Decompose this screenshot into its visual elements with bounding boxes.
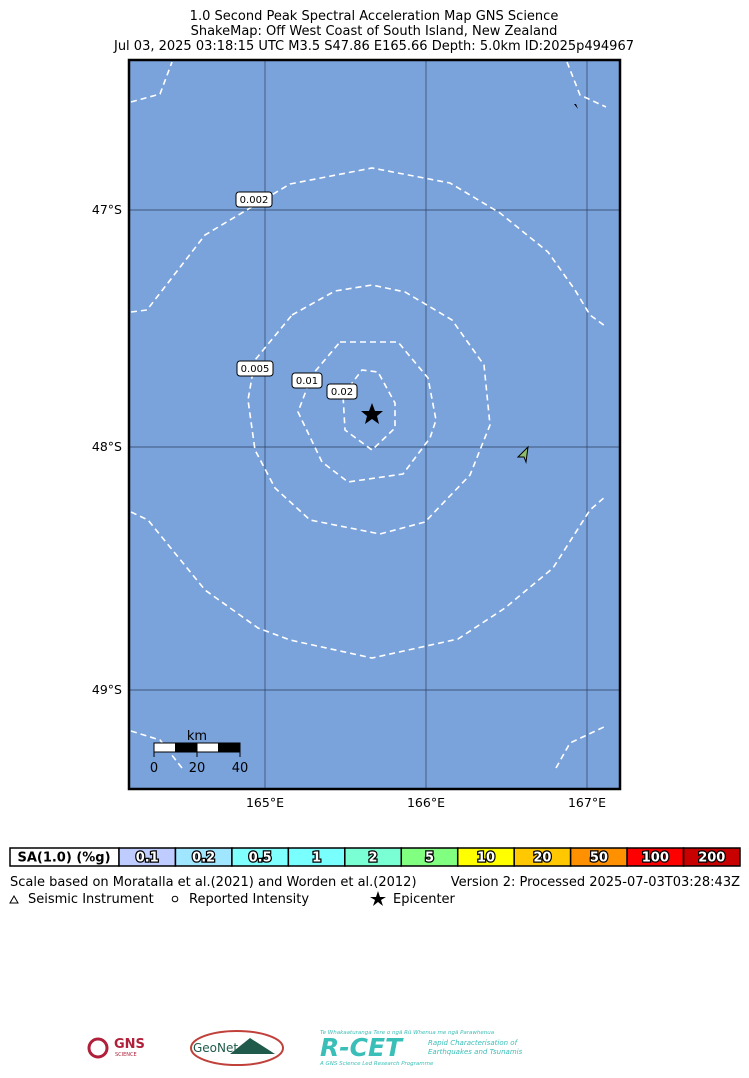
logos: GNS SCIENCE GeoNet Te Whakaaturanga Tere…	[87, 1030, 523, 1067]
contour-label: 0.01	[296, 376, 318, 387]
rcet-line: Earthquakes and Tsunamis	[428, 1048, 523, 1056]
legend-bar: SA(1.0) (%g) 0.1 0.2 0.5 1 2 5 10 20 50 100 200	[9, 847, 741, 867]
instrument-icon	[9, 894, 19, 904]
rcet-line: Rapid Characterisation of	[428, 1039, 519, 1047]
legend-bin-label: 2	[369, 851, 378, 866]
lat-label: 49°S	[92, 682, 122, 697]
subtitle: ShakeMap: Off West Coast of South Island…	[191, 24, 558, 39]
rcet-maori: Te Whakaaturanga Tere o ngā Rū Whenua me…	[320, 1030, 495, 1036]
legend-bin-label: 200	[698, 851, 725, 866]
islet	[574, 104, 578, 109]
rcet-foot: A GNS Science Led Research Programme	[319, 1061, 434, 1067]
graticule	[129, 60, 620, 789]
symbol-label: Epicenter	[393, 892, 456, 907]
scale-tick: 20	[189, 761, 206, 776]
version: Version 2: Processed 2025-07-03T03:28:43…	[451, 875, 740, 890]
legend-bin-label: 5	[425, 851, 434, 866]
geonet-logo: GeoNet	[193, 1041, 238, 1055]
scale-tick: 40	[232, 761, 249, 776]
epicenter-icon	[370, 891, 386, 906]
scale-unit: km	[187, 729, 207, 744]
legend-bin-label: 0.2	[192, 851, 215, 866]
rcet-logo: R-CET	[320, 1033, 404, 1062]
contour-label: 0.005	[241, 364, 270, 375]
legend-bin-label: 100	[642, 851, 669, 866]
legend-bin-label: 0.1	[136, 851, 159, 866]
lat-label: 48°S	[92, 439, 122, 454]
scale-note: Scale based on Moratalla et al.(2021) an…	[10, 875, 417, 890]
title: 1.0 Second Peak Spectral Acceleration Ma…	[190, 9, 559, 24]
gns-logo: GNS	[114, 1037, 145, 1052]
legend-bin-label: 10	[477, 851, 495, 866]
island	[516, 445, 529, 464]
lon-label: 165°E	[246, 795, 284, 810]
epicenter-star	[361, 403, 383, 424]
legend-bin-label: 1	[312, 851, 321, 866]
symbol-label: Reported Intensity	[189, 892, 309, 907]
contour-labels: 0.002 0.005 0.01 0.02	[235, 191, 358, 400]
legend-cell	[682, 847, 741, 867]
gns-sub: SCIENCE	[115, 1052, 137, 1058]
legend-bin-label: 50	[590, 851, 608, 866]
lon-label: 167°E	[568, 795, 606, 810]
symbol-label: Seismic Instrument	[28, 892, 154, 907]
contours	[130, 61, 607, 769]
intensity-icon	[171, 895, 179, 903]
event-info: Jul 03, 2025 03:18:15 UTC M3.5 S47.86 E1…	[113, 39, 634, 54]
map: 0.002 0.005 0.01 0.02 km 0 20 40	[127, 58, 622, 791]
legend-bin-label: 0.5	[249, 851, 272, 866]
legend-title: SA(1.0) (%g)	[17, 851, 110, 866]
lat-label: 47°S	[92, 202, 122, 217]
map-frame	[127, 58, 622, 791]
scale-tick: 0	[150, 761, 158, 776]
ocean	[129, 60, 620, 789]
contour-label: 0.002	[240, 195, 269, 206]
legend-bin-label: 20	[533, 851, 551, 866]
contour-label: 0.02	[331, 387, 353, 398]
lon-label: 166°E	[407, 795, 445, 810]
scale-bar: km 0 20 40	[150, 729, 248, 776]
